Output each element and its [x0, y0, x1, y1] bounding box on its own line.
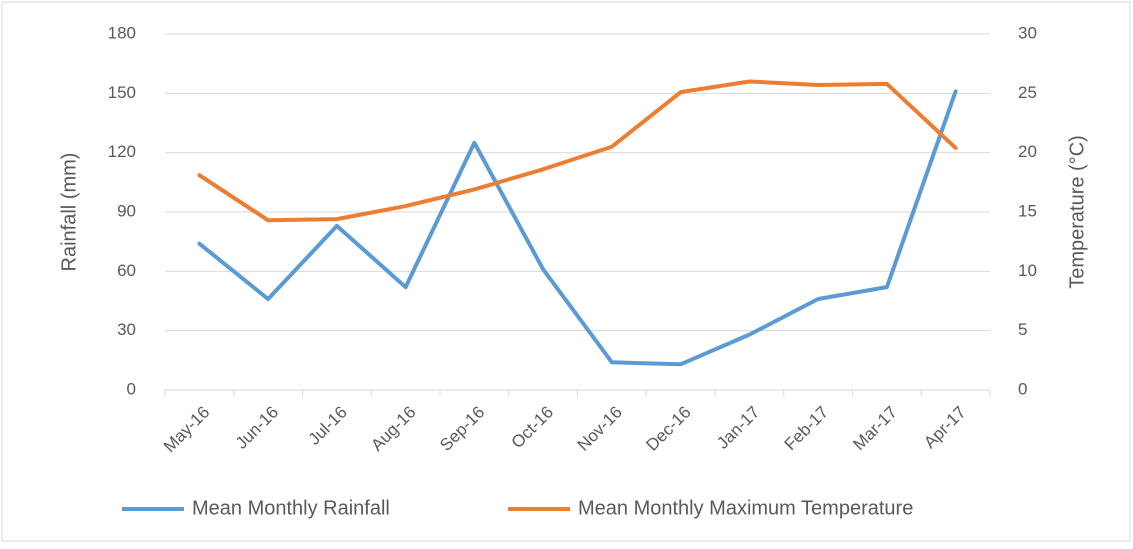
y-tick-label: 30 — [117, 320, 136, 339]
y2-tick-label: 15 — [1018, 201, 1037, 220]
y-tick-label: 60 — [117, 261, 136, 280]
legend-label: Mean Monthly Maximum Temperature — [578, 497, 913, 519]
y2-tick-label: 5 — [1018, 320, 1027, 339]
y2-tick-label: 10 — [1018, 261, 1037, 280]
line-series — [197, 89, 958, 367]
y2-axis-label: Temperature (°C) — [1066, 135, 1088, 289]
y-tick-label: 0 — [127, 379, 136, 398]
line-series — [197, 79, 958, 223]
y2-tick-label: 0 — [1018, 379, 1027, 398]
y-tick-label: 180 — [108, 23, 136, 42]
y-tick-label: 150 — [108, 83, 136, 102]
y2-tick-label: 20 — [1018, 142, 1037, 161]
y2-tick-label: 25 — [1018, 83, 1037, 102]
y-axis-label: Rainfall (mm) — [58, 153, 80, 272]
y2-tick-label: 30 — [1018, 23, 1037, 42]
y-tick-label: 90 — [117, 201, 136, 220]
legend-label: Mean Monthly Rainfall — [192, 497, 390, 519]
y-tick-label: 120 — [108, 142, 136, 161]
